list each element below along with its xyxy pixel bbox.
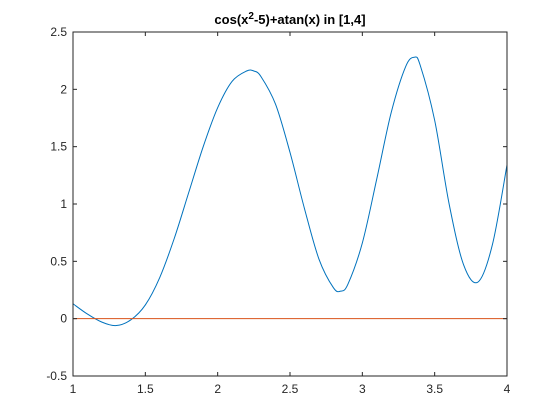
- y-tick-label: 2: [60, 82, 67, 96]
- plot-area: [73, 32, 507, 376]
- series-layer: [72, 56, 508, 327]
- x-axis-ticks: 1 1.5 2 2.5 3 3.5 4: [70, 32, 511, 396]
- y-tick-label: 1: [60, 197, 67, 211]
- y-tick-label: 1.5: [50, 140, 67, 154]
- x-tick-label: 3: [359, 382, 366, 396]
- chart-title-suffix: -5)+atan(x) in [1,4]: [254, 12, 366, 27]
- y-tick-label: -0.5: [46, 369, 67, 383]
- x-tick-label: 2.5: [282, 382, 299, 396]
- x-tick-label: 1.5: [137, 382, 154, 396]
- chart-title-prefix: cos(x: [214, 12, 249, 27]
- y-tick-label: 0: [60, 312, 67, 326]
- chart-title: cos(x2-5)+atan(x) in [1,4]: [214, 11, 365, 27]
- x-tick-label: 1: [70, 382, 77, 396]
- chart-title-superscript: 2: [248, 11, 254, 22]
- series-line-1: [72, 56, 508, 327]
- x-tick-label: 2: [214, 382, 221, 396]
- y-tick-label: 2.5: [50, 25, 67, 39]
- x-tick-label: 3.5: [426, 382, 443, 396]
- x-tick-label: 4: [504, 382, 511, 396]
- y-axis-ticks: -0.5 0 0.5 1 1.5 2 2.5: [46, 25, 507, 383]
- y-tick-label: 0.5: [50, 254, 67, 268]
